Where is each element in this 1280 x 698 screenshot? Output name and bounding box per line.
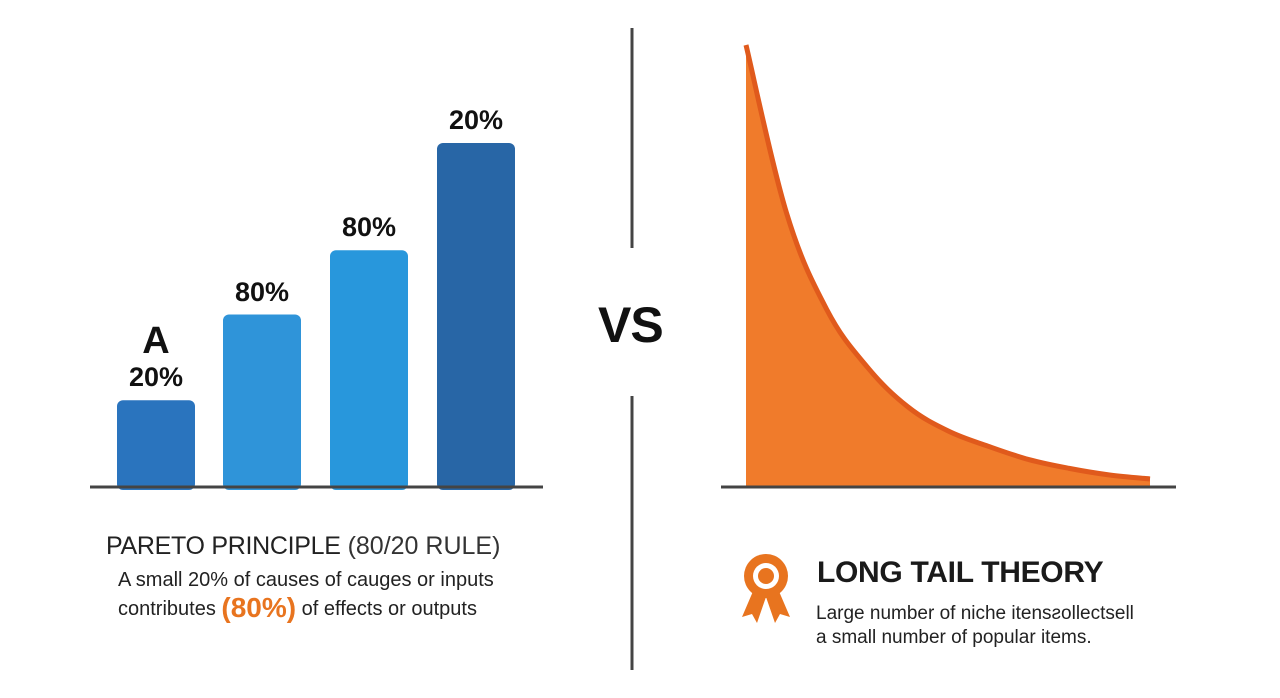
long-tail-title: LONG TAIL THEORY [817,556,1104,589]
pareto-bar-2 [223,314,301,490]
pareto-title-main: PARETO PRINCIPLE [106,532,341,560]
pareto-desc-before: contributes [118,598,216,620]
pareto-title-suffix: (80/20 RULE) [347,532,501,560]
award-ribbon-icon [742,554,790,623]
pareto-title: PARETO PRINCIPLE (80/20 RULE) [106,532,500,561]
long-tail-desc-line-1: Large number of niche itensƨollectsell [816,603,1134,624]
pareto-desc-highlight: (80%) [221,592,297,623]
pareto-desc-line-2: contributes (80%) of effects or outputs [118,594,494,623]
pareto-bar-1 [117,400,195,490]
pareto-desc-after: of effects or outputs [301,598,477,620]
vs-label: VS [598,297,664,353]
long-tail-area [746,45,1150,486]
pareto-bar-label-3: 80% [341,212,397,243]
long-tail-desc-line-2: a small number of popular items. [816,627,1092,648]
pareto-bar-label-4: 20% [448,105,504,135]
pareto-annotation: A [142,320,170,363]
pareto-bar-4 [437,143,515,490]
pareto-bars [117,143,515,490]
pareto-description: A small 20% of causes of cauges or input… [118,567,494,623]
pareto-bar-label-1: 20% [128,362,184,393]
pareto-bar-3 [330,250,408,490]
pareto-bar-label-2: 80% [234,276,290,307]
long-tail-description: Large number of niche itensƨollectsell a… [816,602,1134,650]
long-tail-curve [743,44,1151,482]
pareto-desc-line-1: A small 20% of causes of cauges or input… [118,569,494,591]
